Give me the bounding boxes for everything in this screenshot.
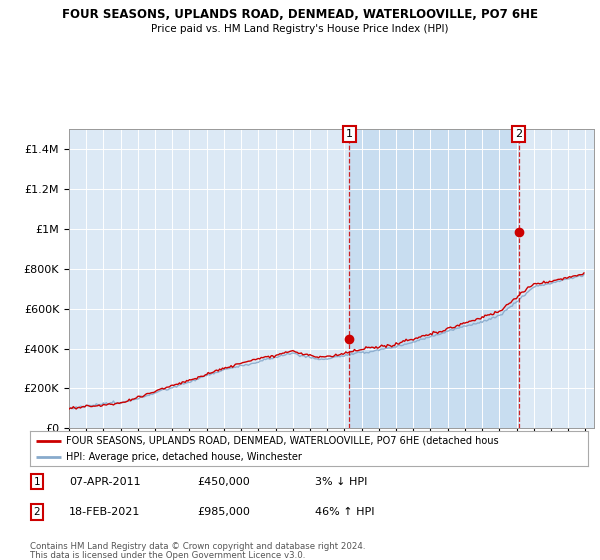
Text: £450,000: £450,000 <box>197 477 250 487</box>
Text: 46% ↑ HPI: 46% ↑ HPI <box>314 507 374 517</box>
Text: This data is licensed under the Open Government Licence v3.0.: This data is licensed under the Open Gov… <box>30 551 305 560</box>
Bar <box>349 129 518 428</box>
Text: HPI: Average price, detached house, Winchester: HPI: Average price, detached house, Winc… <box>66 452 302 462</box>
Text: £985,000: £985,000 <box>197 507 250 517</box>
Text: Contains HM Land Registry data © Crown copyright and database right 2024.: Contains HM Land Registry data © Crown c… <box>30 542 365 551</box>
Text: 2: 2 <box>34 507 40 517</box>
Text: 1: 1 <box>346 129 353 139</box>
Text: FOUR SEASONS, UPLANDS ROAD, DENMEAD, WATERLOOVILLE, PO7 6HE (detached hous: FOUR SEASONS, UPLANDS ROAD, DENMEAD, WAT… <box>66 436 499 446</box>
Text: Price paid vs. HM Land Registry's House Price Index (HPI): Price paid vs. HM Land Registry's House … <box>151 24 449 34</box>
Text: 2: 2 <box>515 129 522 139</box>
Text: FOUR SEASONS, UPLANDS ROAD, DENMEAD, WATERLOOVILLE, PO7 6HE: FOUR SEASONS, UPLANDS ROAD, DENMEAD, WAT… <box>62 8 538 21</box>
Text: 1: 1 <box>34 477 40 487</box>
Text: 18-FEB-2021: 18-FEB-2021 <box>69 507 140 517</box>
Text: 3% ↓ HPI: 3% ↓ HPI <box>314 477 367 487</box>
Text: 07-APR-2011: 07-APR-2011 <box>69 477 140 487</box>
